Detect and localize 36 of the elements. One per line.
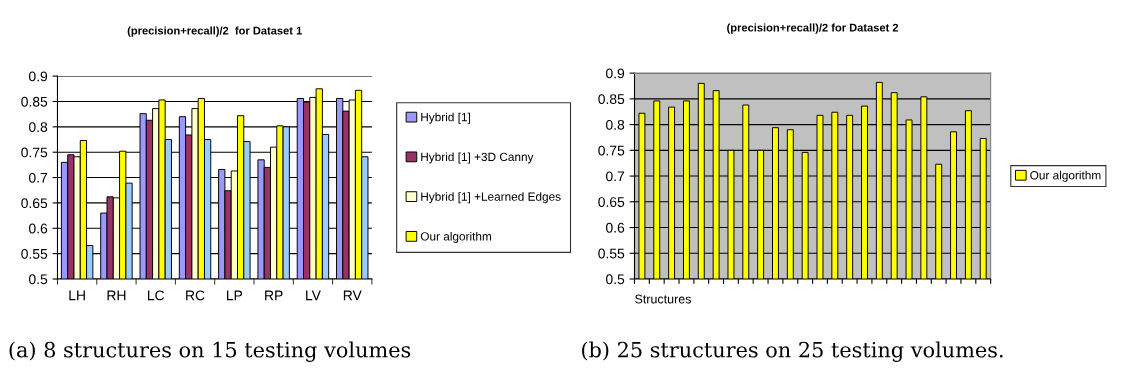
y-tick-label: 0.8 bbox=[606, 119, 625, 130]
y-tick-label: 0.6 bbox=[28, 223, 48, 234]
y-tick-label: 0.6 bbox=[606, 222, 625, 233]
y-tick-label: 0.8 bbox=[28, 122, 48, 133]
y-tick-label: 0.5 bbox=[28, 274, 48, 285]
x-axis-title: Structures bbox=[635, 294, 692, 304]
y-tick-label: 0.55 bbox=[21, 248, 48, 259]
y-tick-label: 0.9 bbox=[606, 68, 625, 79]
y-tick-label: 0.75 bbox=[21, 147, 48, 158]
legend-label: Hybrid [1] +3D Canny bbox=[421, 152, 534, 164]
y-tick-label: 0.9 bbox=[28, 71, 48, 82]
x-tick-label: LV bbox=[306, 290, 321, 301]
y-tick-label: 0.85 bbox=[598, 94, 625, 105]
x-tick-label: RP bbox=[265, 290, 283, 301]
y-tick-label: 0.7 bbox=[28, 172, 48, 183]
legend-label: Our algorithm bbox=[420, 231, 492, 243]
x-tick-label: RC bbox=[186, 290, 205, 301]
text: (a) 8 structures on 15 testing volumes bbox=[9, 341, 411, 362]
y-tick-label: 0.75 bbox=[598, 145, 625, 156]
y-tick-label: 0.85 bbox=[21, 96, 48, 107]
x-tick-label: RV bbox=[343, 290, 362, 301]
legend-label: Hybrid [1] bbox=[421, 112, 470, 124]
y-tick-label: 0.5 bbox=[606, 274, 625, 285]
text: (b) 25 structures on 25 testing volumes. bbox=[582, 341, 1003, 362]
y-tick-label: 0.65 bbox=[21, 198, 48, 209]
legend-label: Hybrid [1] +Learned Edges bbox=[421, 192, 561, 204]
x-tick-label: LH bbox=[69, 290, 85, 301]
chart-title: (precision+recall)/2 for Dataset 1 bbox=[127, 26, 302, 37]
y-tick-label: 0.65 bbox=[598, 197, 625, 207]
y-tick-label: 0.55 bbox=[598, 248, 625, 259]
x-tick-label: LP bbox=[226, 290, 243, 301]
y-tick-label: 0.7 bbox=[606, 171, 625, 182]
chart-title: (precision+recall)/2 for Dataset 2 bbox=[727, 23, 899, 34]
legend-label: Our algorithm bbox=[1030, 170, 1101, 182]
x-tick-label: LC bbox=[148, 290, 165, 301]
x-tick-label: RH bbox=[107, 290, 126, 301]
